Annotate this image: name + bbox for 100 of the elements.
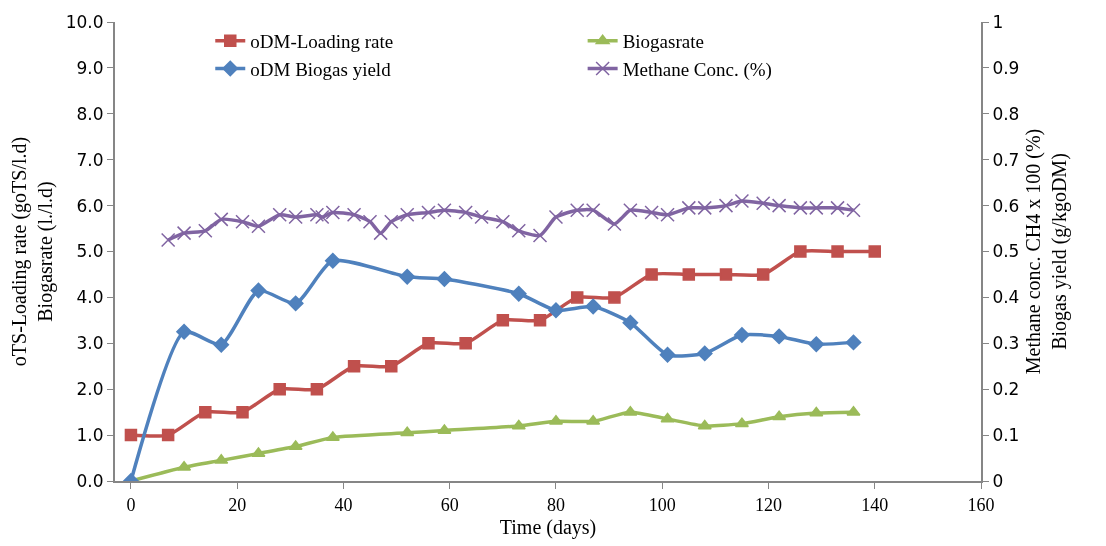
x-tick-label: 100 xyxy=(648,494,676,515)
point xyxy=(845,334,862,351)
point xyxy=(771,198,787,213)
y-tick-label: 7.0 xyxy=(76,149,104,170)
point xyxy=(236,405,249,419)
point xyxy=(422,337,435,350)
point xyxy=(808,336,825,353)
y-tick-label: 10.0 xyxy=(65,11,104,32)
y2-tick-label: 0 xyxy=(992,470,1004,491)
y-tick-label: 0.0 xyxy=(76,470,104,491)
point xyxy=(250,282,267,299)
point xyxy=(718,198,734,213)
point xyxy=(809,406,824,417)
point xyxy=(772,410,787,421)
point xyxy=(347,360,361,373)
point xyxy=(570,291,584,304)
y2-axis-title: Methane conc. CH4 x 100 (%) Biogas yield (g/kgoDM) xyxy=(1022,128,1072,375)
point xyxy=(474,209,489,225)
x-axis-title: Time (days) xyxy=(499,515,597,539)
point xyxy=(213,336,230,353)
y-tick-label: 2.0 xyxy=(76,379,104,400)
point xyxy=(160,232,176,248)
point xyxy=(161,428,175,442)
point xyxy=(400,426,415,437)
point xyxy=(436,271,453,287)
y2-tick-label: 0.8 xyxy=(992,103,1020,124)
x-tick-label: 160 xyxy=(967,494,995,515)
y2-tick-label: 0.9 xyxy=(992,57,1020,78)
point xyxy=(755,196,771,211)
y-tick-label: 6.0 xyxy=(76,195,104,216)
y2-tick-label: 1 xyxy=(992,11,1004,32)
y-tick-label: 5.0 xyxy=(76,241,104,262)
x-tick-label: 60 xyxy=(440,494,459,515)
point xyxy=(734,193,750,209)
legend-label: Biogasrate xyxy=(622,31,704,53)
point xyxy=(214,212,229,227)
y2-tick-label: 0.7 xyxy=(992,149,1020,170)
point xyxy=(532,228,548,243)
point xyxy=(176,225,192,241)
point xyxy=(846,202,861,218)
point xyxy=(309,207,325,223)
point xyxy=(771,328,788,345)
point xyxy=(459,337,472,350)
point xyxy=(399,268,416,285)
point xyxy=(846,405,861,416)
point xyxy=(399,207,415,223)
y-tick-label: 4.0 xyxy=(76,287,104,308)
point xyxy=(273,382,286,396)
point xyxy=(830,200,845,216)
point xyxy=(288,440,303,451)
point xyxy=(608,291,621,304)
point xyxy=(644,205,659,220)
y2-tick-label: 0.4 xyxy=(992,287,1020,308)
point xyxy=(421,205,436,220)
y-tick-label: 1.0 xyxy=(76,425,104,446)
point xyxy=(272,207,287,223)
x-tick-label: 120 xyxy=(754,494,782,515)
point xyxy=(659,346,676,363)
point xyxy=(660,412,675,423)
point xyxy=(288,209,303,225)
y-axis-title: oTS-Loading rate (goTS/l.d) Biogasrate (l./l.d) xyxy=(7,136,57,367)
point xyxy=(623,405,638,416)
point xyxy=(198,223,213,239)
legend-label: oDM Biogas yield xyxy=(250,58,392,80)
point xyxy=(496,314,510,327)
point xyxy=(682,268,696,281)
point xyxy=(734,327,750,343)
point xyxy=(645,268,658,281)
point xyxy=(660,207,675,223)
point xyxy=(794,245,807,258)
point xyxy=(868,245,881,258)
y2-tick-label: 0.5 xyxy=(992,241,1020,262)
y-tick-label: 8.0 xyxy=(76,103,104,124)
point xyxy=(324,252,341,269)
x-tick-label: 140 xyxy=(861,494,889,515)
y2-tick-label: 0.3 xyxy=(992,333,1020,354)
point xyxy=(251,219,266,234)
point xyxy=(756,268,770,281)
x-tick-label: 40 xyxy=(334,494,353,515)
point xyxy=(607,216,622,232)
x-tick-label: 20 xyxy=(228,494,247,515)
point xyxy=(719,268,733,281)
legend-label: oDM-Loading rate xyxy=(250,31,394,53)
y-tick-label: 3.0 xyxy=(76,333,104,354)
point xyxy=(495,214,511,229)
point xyxy=(235,214,250,229)
point xyxy=(831,245,844,258)
point xyxy=(124,428,138,442)
point xyxy=(697,419,712,430)
point xyxy=(622,314,639,331)
point xyxy=(437,202,452,218)
y2-tick-label: 0.2 xyxy=(992,379,1020,400)
point xyxy=(533,314,547,327)
x-tick-label: 80 xyxy=(546,494,565,515)
point xyxy=(314,209,330,225)
point xyxy=(287,295,304,312)
point xyxy=(458,205,473,220)
point xyxy=(346,207,362,223)
point xyxy=(585,298,602,315)
legend-label: Methane Conc. (%) xyxy=(622,58,772,81)
